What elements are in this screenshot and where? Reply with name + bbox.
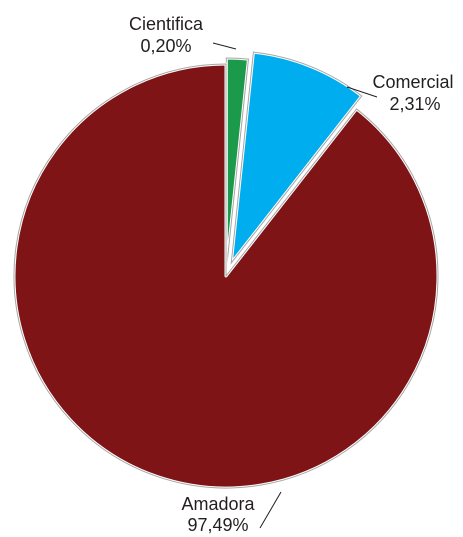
pie-slice-outline-comercial [230,51,363,265]
pie-slice-outline-cientifica [225,57,250,271]
pie-slice-cientifica [224,56,250,272]
pie-slice-outline-amadora [13,63,439,489]
slice-value-comercial: 2,31% [389,94,440,114]
pie-slice-comercial [229,50,364,265]
leader-line-cientifica [212,42,237,50]
slice-value-cientifica: 0,20% [140,36,191,56]
leader-line-amadora [259,491,282,529]
slice-label-amadora: Amadora [181,494,255,514]
slice-label-comercial: Comercial [372,72,453,92]
pie-slice-amadora [12,62,440,490]
slice-label-cientifica: Cientifica [129,14,204,34]
leader-line-comercial [346,86,378,98]
slice-value-amadora: 97,49% [187,515,248,535]
pie-slices [12,50,440,490]
